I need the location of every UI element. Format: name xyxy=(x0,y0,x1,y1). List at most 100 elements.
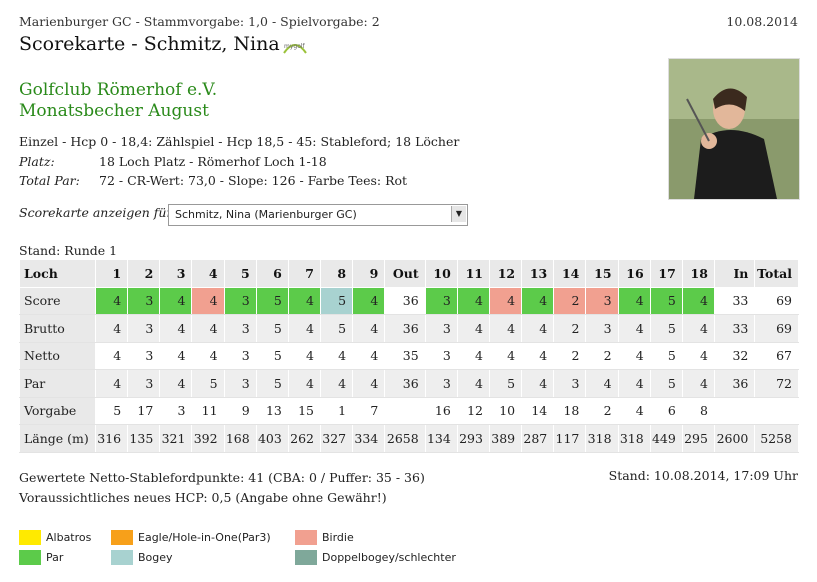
table-cell: 3 xyxy=(424,341,458,370)
table-cell: 5 xyxy=(649,341,683,370)
player-select[interactable]: Schmitz, Nina (Marienburger GC) ▼ xyxy=(168,204,468,226)
table-cell: 334 xyxy=(352,424,386,453)
table-cell: 4 xyxy=(352,369,386,398)
legend-label: Bogey xyxy=(138,551,173,564)
legend-item: Par xyxy=(19,549,289,567)
table-cell: 3 xyxy=(424,369,458,398)
table-cell: 4 xyxy=(191,286,225,315)
row-label: Par xyxy=(19,369,96,398)
table-cell xyxy=(713,396,756,425)
table-row: Par 4 3 4 5 3 5 4 4 4 36 3 4 5 4 3 4 4 5 4 36 72 xyxy=(19,369,799,398)
table-row: Score 4 3 4 4 3 5 4 5 4 36 3 4 4 4 2 3 4 5 4 33 69 xyxy=(19,286,799,315)
selector-label: Scorekarte anzeigen für: xyxy=(19,205,177,220)
par-line: Total Par: 72 - CR-Wert: 73,0 - Slope: 12… xyxy=(19,171,459,191)
row-label: Länge (m) xyxy=(19,424,96,453)
table-cell: 4 xyxy=(521,341,555,370)
row-label: Brutto xyxy=(19,314,96,343)
header-7: 7 xyxy=(287,259,321,288)
table-cell: 36 xyxy=(384,369,426,398)
table-cell: 316 xyxy=(94,424,129,453)
table-cell: 2658 xyxy=(384,424,426,453)
table-row: Länge (m) 316 135 321 392 168 403 262 327 334 2658… xyxy=(19,424,799,453)
table-cell: 3 xyxy=(553,369,587,398)
table-cell: 3 xyxy=(223,341,257,370)
table-cell: 168 xyxy=(223,424,257,453)
header-18: 18 xyxy=(681,259,715,288)
table-cell: 3 xyxy=(127,341,161,370)
table-cell: 318 xyxy=(585,424,619,453)
table-cell: 4 xyxy=(191,341,225,370)
table-cell: 4 xyxy=(488,314,523,343)
table-cell: 3 xyxy=(223,314,257,343)
table-cell: 7 xyxy=(352,396,386,425)
header-2: 2 xyxy=(127,259,161,288)
table-cell: 117 xyxy=(553,424,587,453)
table-cell: 4 xyxy=(287,369,321,398)
table-cell: 36 xyxy=(384,286,426,315)
header-loch: Loch xyxy=(19,259,96,288)
table-cell: 4 xyxy=(159,314,193,343)
legend-item: Doppelbogey/schlechter xyxy=(295,549,565,567)
table-cell: 4 xyxy=(521,314,555,343)
table-cell: 36 xyxy=(384,314,426,343)
legend-swatch xyxy=(295,550,317,565)
table-cell: 4 xyxy=(456,314,490,343)
club-block: Golfclub Römerhof e.V. Monatsbecher Augu… xyxy=(19,80,217,122)
table-cell: 4 xyxy=(456,286,490,315)
svg-text:mygolf: mygolf xyxy=(284,43,306,50)
table-cell: 262 xyxy=(287,424,321,453)
table-cell: 4 xyxy=(681,314,715,343)
header-out: Out xyxy=(384,259,426,288)
table-cell: 32 xyxy=(713,341,756,370)
round-status: Stand: Runde 1 xyxy=(19,243,118,258)
table-cell: 4 xyxy=(488,341,523,370)
header-14: 14 xyxy=(553,259,587,288)
legend-swatch xyxy=(19,550,41,565)
table-cell: 69 xyxy=(754,286,799,315)
table-cell: 5 xyxy=(255,314,289,343)
table-cell: 5 xyxy=(255,286,289,315)
table-cell: 4 xyxy=(191,314,225,343)
table-cell: 72 xyxy=(754,369,799,398)
format-line: Einzel - Hcp 0 - 18,4: Zählspiel - Hcp 1… xyxy=(19,134,460,149)
header-9: 9 xyxy=(352,259,386,288)
table-cell: 4 xyxy=(159,341,193,370)
table-row: Brutto 4 3 4 4 3 5 4 5 4 36 3 4 4 4 2 3 4 5 4 33 69 xyxy=(19,314,799,343)
table-cell: 3 xyxy=(585,314,619,343)
table-cell: 2 xyxy=(553,286,587,315)
scorecard-selector-row: Scorekarte anzeigen für: xyxy=(19,205,177,220)
header-13: 13 xyxy=(521,259,555,288)
table-cell: 287 xyxy=(521,424,555,453)
table-cell: 8 xyxy=(681,396,715,425)
table-cell: 5 xyxy=(255,369,289,398)
header-4: 4 xyxy=(191,259,225,288)
legend-swatch xyxy=(295,530,317,545)
table-cell: 4 xyxy=(159,369,193,398)
table-cell: 14 xyxy=(521,396,555,425)
table-cell: 3 xyxy=(585,286,619,315)
table-cell: 12 xyxy=(456,396,490,425)
chevron-down-icon[interactable]: ▼ xyxy=(451,206,466,222)
mygolf-logo: mygolf xyxy=(282,39,308,55)
header-17: 17 xyxy=(649,259,683,288)
table-cell: 3 xyxy=(159,396,193,425)
table-cell: 5 xyxy=(94,396,129,425)
table-cell: 5 xyxy=(319,286,354,315)
table-cell: 4 xyxy=(617,369,651,398)
par-label: Total Par: xyxy=(19,173,80,188)
table-cell: 4 xyxy=(352,341,386,370)
table-cell: 403 xyxy=(255,424,289,453)
round-info: Einzel - Hcp 0 - 18,4: Zählspiel - Hcp 1… xyxy=(19,132,459,191)
table-cell: 389 xyxy=(488,424,523,453)
table-cell: 11 xyxy=(191,396,225,425)
table-row: Vorgabe 5 17 3 11 9 13 15 1 7 16 12 10 14 18 2 4 6 8 xyxy=(19,396,799,425)
legend-item: Albatros xyxy=(19,529,289,547)
table-cell: 69 xyxy=(754,314,799,343)
new-hcp: Voraussichtliches neues HCP: 0,5 (Angabe… xyxy=(19,490,387,505)
player-select-value: Schmitz, Nina (Marienburger GC) xyxy=(175,208,357,221)
legend-item: Eagle/Hole-in-One(Par3) xyxy=(111,529,381,547)
table-cell: 13 xyxy=(255,396,289,425)
legend-label: Albatros xyxy=(46,531,92,544)
header-12: 12 xyxy=(488,259,523,288)
table-cell: 4 xyxy=(617,286,651,315)
